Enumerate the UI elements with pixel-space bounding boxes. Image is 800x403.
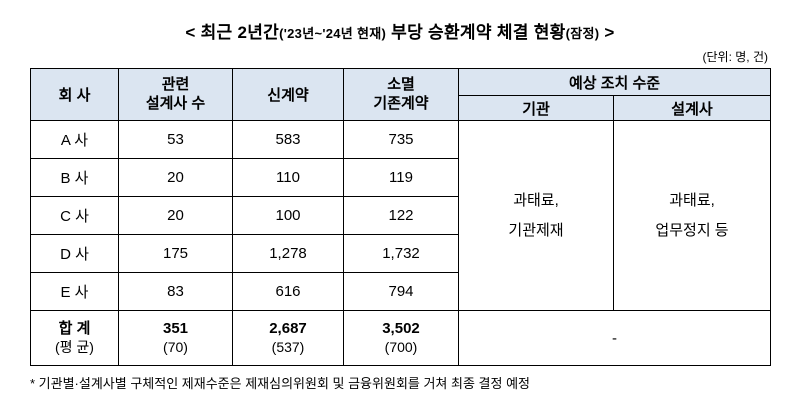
header-related-planners: 관련 설계사 수 <box>118 68 233 121</box>
cell-company: D 사 <box>30 234 119 273</box>
cell-total-terminated: 3,502 (700) <box>343 310 459 366</box>
cell-terminated: 1,732 <box>343 234 459 273</box>
cell-institution-action: 과태료, 기관제재 <box>458 120 614 311</box>
cell-new: 616 <box>232 272 344 311</box>
header-institution: 기관 <box>458 95 614 121</box>
title-main-2: 부당 승환계약 체결 현황 <box>386 23 566 42</box>
cell-terminated: 794 <box>343 272 459 311</box>
cell-company: C 사 <box>30 196 119 235</box>
table-row-total: 합 계 (평 균) 351 (70) 2,687 (537) 3,502 (70… <box>30 310 772 366</box>
cell-company: B 사 <box>30 158 119 197</box>
cell-planner-action: 과태료, 업무정지 등 <box>612 120 772 311</box>
footnote: * 기관별·설계사별 구체적인 제재수준은 제재심의위원회 및 금융위원회를 거… <box>30 376 530 391</box>
cell-terminated: 122 <box>343 196 459 235</box>
cell-company: A 사 <box>30 120 119 159</box>
cell-total-new: 2,687 (537) <box>232 310 344 366</box>
header-planner: 설계사 <box>612 95 772 121</box>
cell-planners: 53 <box>118 120 233 159</box>
header-terminated-contracts: 소멸 기존계약 <box>343 68 459 121</box>
cell-planners: 20 <box>118 158 233 197</box>
cell-new: 583 <box>232 120 344 159</box>
title-paren-provisional: (잠정) <box>565 26 600 41</box>
unit-label: (단위: 명, 건) <box>702 50 769 64</box>
table-row-c: C 사 20 100 122 <box>30 196 771 235</box>
total-terminated-avg: (700) <box>384 338 418 355</box>
page-title: < 최근 2년간('23년~'24년 현재) 부당 승환계약 체결 현황(잠정)… <box>30 18 770 43</box>
total-label-line1: 합 계 <box>58 319 91 337</box>
total-new-avg: (537) <box>271 338 305 355</box>
cell-terminated: 119 <box>343 158 459 197</box>
header-new-contracts: 신계약 <box>232 68 344 121</box>
total-new-value: 2,687 <box>269 319 307 337</box>
data-table: 회 사 관련 설계사 수 신계약 소멸 기존계약 예상 조치 수준 기관 설계사… <box>30 68 772 366</box>
cell-terminated: 735 <box>343 120 459 159</box>
cell-total-planners: 351 (70) <box>118 310 233 366</box>
total-terminated-value: 3,502 <box>382 319 420 337</box>
cell-total-action: - <box>457 310 772 366</box>
table-row-a: A 사 53 583 735 과태료, 기관제재 과태료, 업무정지 등 <box>30 120 772 311</box>
title-paren-period: ('23년~'24년 현재) <box>279 26 387 41</box>
cell-total-label: 합 계 (평 균) <box>30 310 119 366</box>
cell-planners: 83 <box>118 272 233 311</box>
table-row-b: B 사 20 110 119 <box>30 158 771 197</box>
cell-new: 110 <box>232 158 344 197</box>
table-row-d: D 사 175 1,278 1,732 <box>30 234 771 273</box>
total-planners-value: 351 <box>162 319 189 337</box>
header-expected-action-level: 예상 조치 수준 <box>457 68 772 96</box>
title-main-3: > <box>599 23 615 42</box>
cell-planners: 20 <box>118 196 233 235</box>
cell-company: E 사 <box>30 272 119 311</box>
cell-new: 1,278 <box>232 234 344 273</box>
title-main-1: < 최근 2년간 <box>185 23 280 42</box>
total-label-line2: (평 균) <box>55 338 94 355</box>
header-company: 회 사 <box>30 68 119 121</box>
cell-planners: 175 <box>118 234 233 273</box>
table-row-e: E 사 83 616 794 <box>30 272 771 311</box>
total-planners-avg: (70) <box>163 338 188 355</box>
cell-new: 100 <box>232 196 344 235</box>
